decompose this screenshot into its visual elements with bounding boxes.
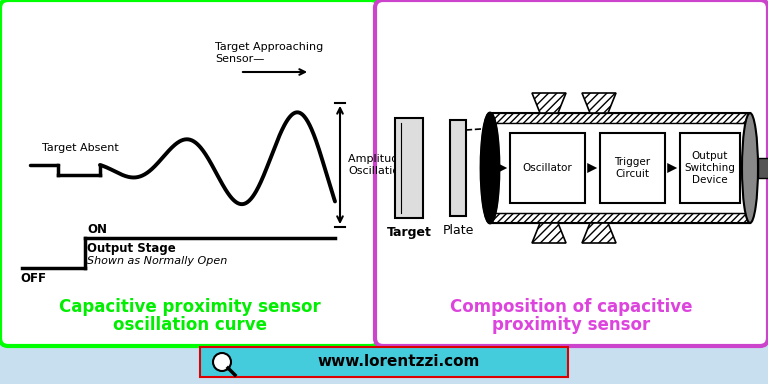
Text: ON: ON: [87, 223, 107, 236]
Text: Shown as Normally Open: Shown as Normally Open: [87, 256, 227, 266]
Text: oscillation curve: oscillation curve: [113, 316, 267, 334]
Polygon shape: [582, 93, 616, 113]
Text: Amplitude of
Oscillations: Amplitude of Oscillations: [348, 154, 419, 176]
Text: Sensor—: Sensor—: [215, 54, 264, 64]
Text: Target Approaching: Target Approaching: [215, 42, 323, 52]
Circle shape: [213, 353, 231, 371]
Text: Capacitive proximity sensor: Capacitive proximity sensor: [59, 298, 321, 316]
Bar: [499, 124, 734, 212]
Bar: [200, 347, 568, 377]
FancyBboxPatch shape: [375, 0, 768, 346]
Text: Composition of capacitive: Composition of capacitive: [450, 298, 692, 316]
Text: Plate: Plate: [442, 224, 474, 237]
Text: proximity sensor: proximity sensor: [492, 316, 650, 334]
Bar: [490, 113, 750, 123]
Bar: [490, 213, 750, 223]
Text: Oscillator: Oscillator: [523, 163, 572, 173]
FancyBboxPatch shape: [0, 0, 379, 346]
Ellipse shape: [742, 113, 758, 223]
Text: Output
Switching
Device: Output Switching Device: [684, 151, 736, 185]
Bar: [510, 133, 585, 203]
Text: Output Stage: Output Stage: [87, 242, 176, 255]
Text: Target: Target: [386, 226, 432, 239]
Polygon shape: [532, 93, 566, 113]
Text: www.lorentzzi.com: www.lorentzzi.com: [318, 354, 480, 369]
Bar: [450, 120, 466, 216]
Text: OFF: OFF: [20, 272, 46, 285]
Bar: [680, 133, 740, 203]
Bar: [600, 133, 665, 203]
Bar: [395, 118, 423, 218]
Bar: [758, 158, 768, 178]
Ellipse shape: [481, 113, 499, 223]
Text: Target Absent: Target Absent: [42, 143, 119, 153]
Polygon shape: [532, 223, 566, 243]
Polygon shape: [582, 223, 616, 243]
Text: Trigger
Circuit: Trigger Circuit: [614, 157, 650, 179]
